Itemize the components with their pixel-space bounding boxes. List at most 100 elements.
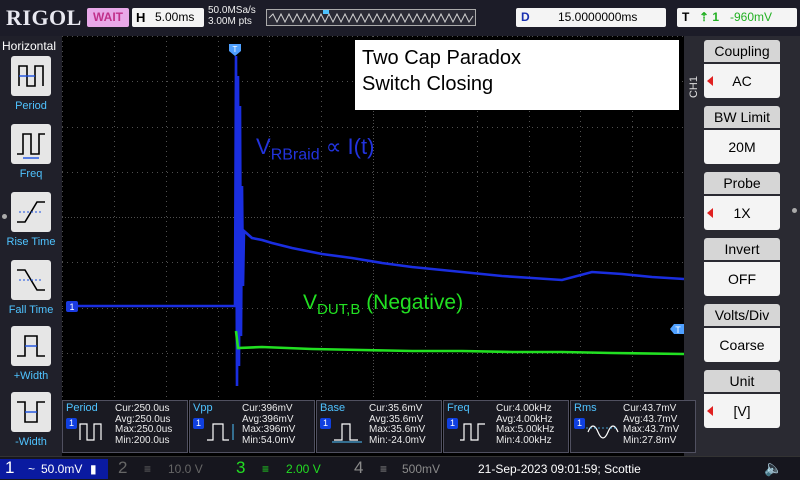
volts-div-menu[interactable]: Volts/Div Coarse bbox=[704, 304, 780, 366]
unit-menu[interactable]: Unit [V] bbox=[704, 370, 780, 432]
channel-scale: 10.0 V bbox=[168, 462, 203, 476]
annotation-box: Two Cap Paradox Switch Closing bbox=[354, 39, 680, 111]
measurement-freq[interactable]: Freq 1 Cur:4.00kHz Avg:4.00kHz Max:5.00kH… bbox=[443, 400, 569, 453]
measure-freq-button[interactable]: Freq bbox=[0, 124, 62, 190]
measurement-channel: 1 bbox=[320, 418, 331, 429]
measure-fall-time-button[interactable]: Fall Time bbox=[0, 260, 62, 326]
measure-positive-width-button[interactable]: +Width bbox=[0, 326, 62, 392]
acquisition-info: 50.0MSa/s 3.00M pts bbox=[208, 5, 256, 27]
measurement-values: Cur:250.0us Avg:250.0us Max:250.0us Min:20… bbox=[115, 403, 173, 446]
menu-value: 1X bbox=[704, 196, 780, 230]
menu-value: Coarse bbox=[704, 328, 780, 362]
measurement-name: Period bbox=[66, 402, 98, 414]
menu-title: Unit bbox=[704, 370, 780, 392]
coupling-icon: ~ bbox=[28, 462, 36, 476]
trigger-marker-text: T bbox=[675, 325, 681, 335]
panel-title: Horizontal bbox=[2, 39, 57, 53]
measurement-name: Freq bbox=[447, 402, 470, 414]
memory-depth: 3.00M pts bbox=[208, 16, 252, 27]
ch1-trace-label: VRBraid ∝ I(t) bbox=[256, 134, 375, 164]
measurement-name: Vpp bbox=[193, 402, 213, 414]
measure-label: Period bbox=[15, 100, 47, 112]
channel-scale: 50.0mV bbox=[41, 462, 83, 476]
annotation-line-2: Switch Closing bbox=[362, 73, 494, 95]
measurement-rms[interactable]: Rms 1 Cur:43.7mV Avg:43.7mV Max:43.7mV Min… bbox=[570, 400, 696, 453]
channel-2-button[interactable]: 2 ≡ 10.0 V bbox=[118, 458, 228, 479]
rise-time-icon bbox=[11, 192, 51, 232]
trigger-box[interactable]: T ⇡ 1 -960mV bbox=[677, 8, 797, 27]
measurement-vpp[interactable]: Vpp 1 Cur:396mV Avg:396mV Max:396mV Min:54… bbox=[189, 400, 315, 453]
channel-number: 3 bbox=[236, 458, 246, 477]
delay-label: D bbox=[521, 10, 530, 24]
menu-title: Volts/Div bbox=[704, 304, 780, 326]
coupling-icon: ≡ bbox=[380, 462, 388, 476]
channel-number: 2 bbox=[118, 458, 128, 477]
measure-negative-width-button[interactable]: -Width bbox=[0, 392, 62, 458]
menu-title: Coupling bbox=[704, 40, 780, 62]
positive-width-icon bbox=[11, 326, 51, 366]
timebase-label: H bbox=[136, 10, 146, 25]
measurement-channel: 1 bbox=[447, 418, 458, 429]
channel-number: 4 bbox=[354, 458, 364, 477]
measure-period-button[interactable]: Period bbox=[0, 56, 62, 122]
base-icon bbox=[332, 423, 362, 443]
trigger-position-text: T bbox=[233, 45, 238, 54]
menu-scroll-dot bbox=[792, 208, 797, 213]
measurement-values: Cur:43.7mV Avg:43.7mV Max:43.7mV Min:27.8m… bbox=[623, 403, 680, 446]
channel-scale: 2.00 V bbox=[286, 462, 321, 476]
channel-3-button[interactable]: 3 ≡ 2.00 V bbox=[236, 458, 346, 479]
delay-box[interactable]: D 15.0000000ms bbox=[516, 8, 666, 27]
menu-value: [V] bbox=[704, 394, 780, 428]
measurement-channel: 1 bbox=[574, 418, 585, 429]
fall-time-icon bbox=[11, 260, 51, 300]
measurement-values: Cur:4.00kHz Avg:4.00kHz Max:5.00kHz Min:4.… bbox=[496, 403, 555, 446]
freq-icon bbox=[11, 124, 51, 164]
measure-label: -Width bbox=[15, 436, 47, 448]
channel-1-button[interactable]: 1 ~ 50.0mV ▮ bbox=[0, 458, 108, 479]
measurement-values: Cur:396mV Avg:396mV Max:396mV Min:54.0mV bbox=[242, 403, 296, 446]
measurement-row: Period 1 Cur:250.0us Avg:250.0us Max:250.… bbox=[62, 398, 696, 456]
channel-4-button[interactable]: 4 ≡ 500mV bbox=[354, 458, 464, 479]
measure-label: Fall Time bbox=[8, 304, 54, 316]
probe-menu[interactable]: Probe 1X bbox=[704, 172, 780, 234]
ch3-trace bbox=[234, 330, 684, 356]
channel-tag: CH1 bbox=[688, 76, 700, 99]
datetime-label: 21-Sep-2023 09:01:59; Scottie bbox=[478, 462, 641, 476]
menu-value: OFF bbox=[704, 262, 780, 296]
menu-title: BW Limit bbox=[704, 106, 780, 128]
menu-arrow-icon bbox=[707, 406, 713, 416]
measurement-period[interactable]: Period 1 Cur:250.0us Avg:250.0us Max:250.… bbox=[62, 400, 188, 453]
trigger-label: T bbox=[682, 10, 690, 24]
channel-menu-panel: CH1 Coupling AC BW Limit 20M Probe 1X In… bbox=[684, 36, 800, 456]
speaker-icon[interactable]: 🔈 bbox=[764, 460, 783, 477]
timebase-box[interactable]: H 5.00ms bbox=[132, 8, 204, 27]
annotation-line-1: Two Cap Paradox bbox=[362, 47, 521, 69]
measurement-base[interactable]: Base 1 Cur:35.6mV Avg:35.6mV Max:35.6mV Mi… bbox=[316, 400, 442, 453]
trigger-level: -960mV bbox=[730, 10, 773, 24]
measurement-name: Rms bbox=[574, 402, 597, 414]
rms-icon bbox=[586, 425, 619, 439]
ch1-marker-text: 1 bbox=[69, 302, 74, 312]
run-status-badge[interactable]: WAIT bbox=[87, 8, 129, 27]
channel-scale: 500mV bbox=[402, 462, 441, 476]
measure-rise-time-button[interactable]: Rise Time bbox=[0, 192, 62, 258]
coupling-menu[interactable]: Coupling AC bbox=[704, 40, 780, 102]
menu-arrow-icon bbox=[707, 208, 713, 218]
probe-icon: ▮ bbox=[90, 462, 97, 476]
measurement-channel: 1 bbox=[193, 418, 204, 429]
memory-waveform-strip[interactable] bbox=[266, 9, 476, 26]
ch1-offset-marker: 1 bbox=[66, 301, 78, 312]
delay-value: 15.0000000ms bbox=[558, 10, 638, 24]
menu-title: Probe bbox=[704, 172, 780, 194]
bw-limit-menu[interactable]: BW Limit 20M bbox=[704, 106, 780, 168]
invert-menu[interactable]: Invert OFF bbox=[704, 238, 780, 300]
top-bar: RIGOL WAIT H 5.00ms 50.0MSa/s 3.00M pts … bbox=[0, 0, 800, 36]
measure-label: Freq bbox=[19, 168, 43, 180]
trigger-level-marker: T bbox=[670, 324, 684, 335]
menu-arrow-icon bbox=[707, 76, 713, 86]
period-icon bbox=[79, 423, 102, 441]
coupling-icon: ≡ bbox=[262, 462, 270, 476]
memory-strip-waveform bbox=[268, 10, 474, 24]
trigger-position-marker: T bbox=[229, 44, 241, 56]
measure-label: Rise Time bbox=[6, 236, 56, 248]
